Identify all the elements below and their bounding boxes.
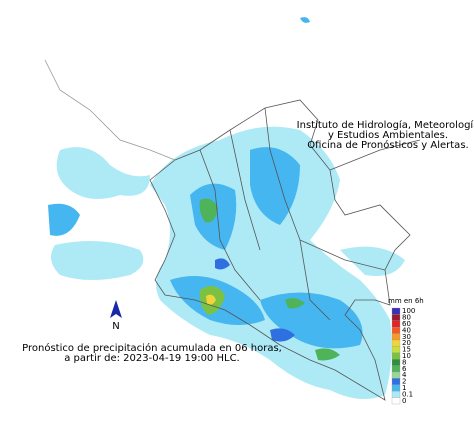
legend-label: 10: [402, 352, 411, 360]
legend-swatch: [391, 327, 401, 334]
legend-swatch: [391, 346, 401, 353]
legend-label: 0: [402, 397, 406, 405]
legend-label: 4: [402, 371, 407, 379]
legend-swatch: [391, 307, 401, 315]
legend-swatch: [391, 365, 401, 373]
legend-label: 8: [402, 358, 406, 366]
north-label: N: [112, 321, 119, 332]
north-arrow: N: [110, 300, 122, 332]
legend-swatch: [391, 391, 401, 398]
legend-swatch: [391, 333, 401, 341]
legend-swatch: [391, 339, 401, 347]
legend-label: 15: [402, 346, 411, 354]
legend-label: 2: [402, 378, 406, 386]
caption-text: Pronóstico de precipitación acumulada en…: [22, 342, 282, 364]
legend-swatch: [391, 320, 401, 328]
legend-swatch: [391, 384, 401, 392]
legend-label: 6: [402, 365, 407, 373]
caption-line: Pronóstico de precipitación acumulada en…: [22, 342, 282, 354]
legend-swatch: [391, 314, 401, 321]
legend-title: mm en 6h: [388, 297, 424, 305]
header-line: Instituto de Hidrología, Meteorología: [297, 119, 474, 131]
legend-label: 100: [402, 307, 415, 315]
legend-label: 40: [402, 326, 411, 334]
legend-label: 1: [402, 384, 406, 392]
legend-swatch: [391, 352, 401, 360]
legend-label: 80: [402, 314, 411, 322]
legend-swatch: [391, 378, 401, 385]
legend-swatch: [391, 359, 401, 366]
legend-label: 60: [402, 320, 411, 328]
legend-swatch: [391, 397, 401, 405]
legend-swatch: [391, 371, 401, 379]
header-line: Oficina de Pronósticos y Alertas.: [307, 139, 468, 151]
legend-label: 30: [402, 333, 411, 341]
legend-label: 0.1: [402, 390, 413, 398]
legend-label: 20: [402, 339, 411, 347]
caption-line: a partir de: 2023-04-19 19:00 HLC.: [64, 353, 239, 364]
header-line: y Estudios Ambientales.: [328, 130, 448, 141]
boundaries: [44, 59, 421, 401]
